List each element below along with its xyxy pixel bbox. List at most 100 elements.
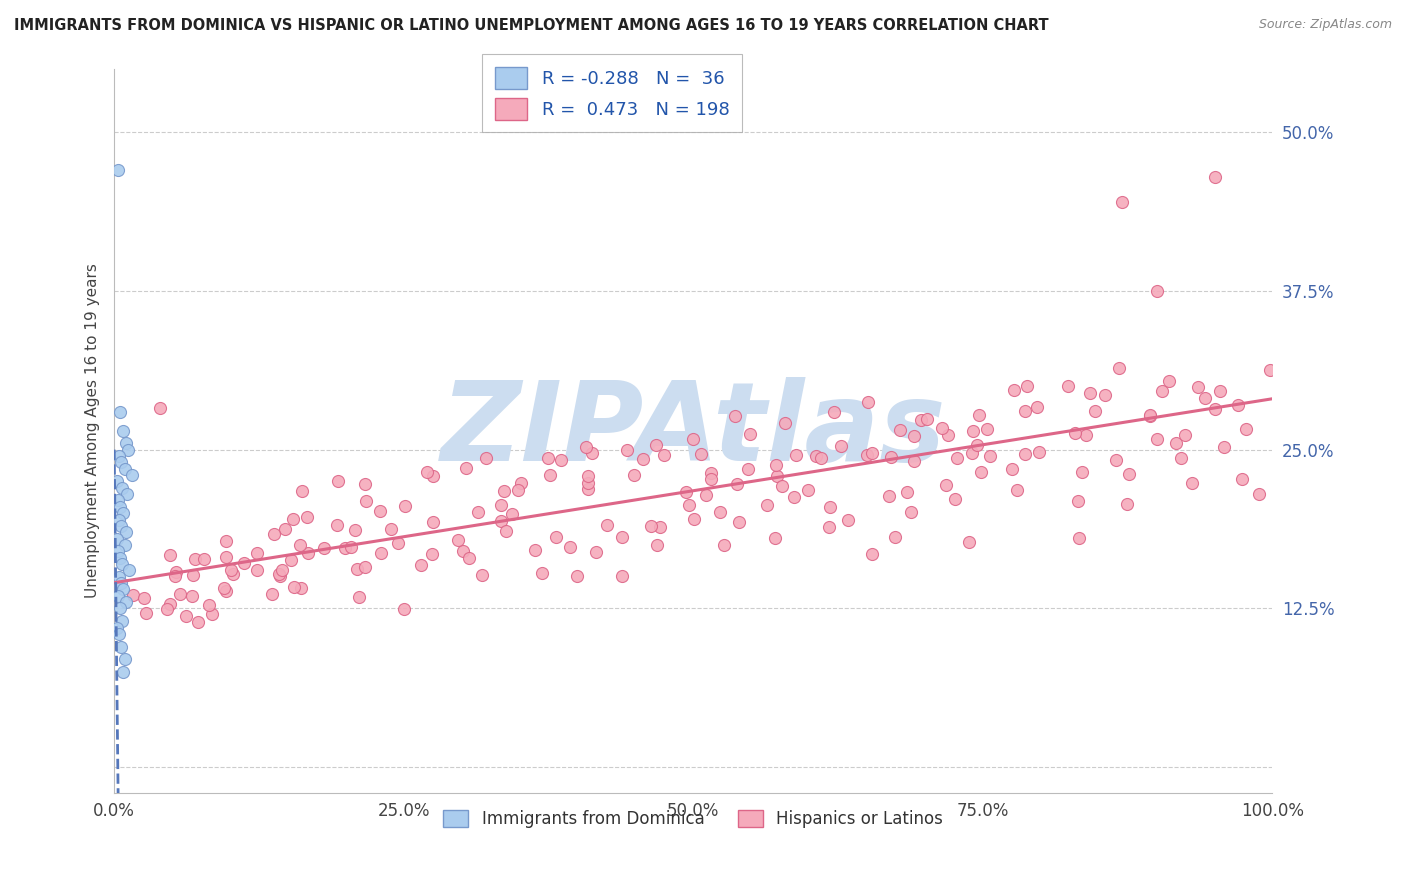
Point [1111, 194, 1133, 209]
Point [107, 589, 129, 603]
Point [823, 405, 845, 419]
Point [962, 446, 984, 460]
Point [560, 540, 582, 554]
Point [187, 615, 209, 629]
Point [1002, 383, 1025, 397]
Point [585, 544, 607, 558]
Point [576, 469, 599, 483]
Point [456, 460, 478, 475]
Point [111, 481, 134, 495]
Point [274, 522, 297, 536]
Point [837, 513, 859, 527]
Point [946, 450, 969, 465]
Point [509, 475, 531, 490]
Point [936, 428, 959, 442]
Point [785, 448, 807, 462]
Point [108, 404, 131, 418]
Point [612, 569, 634, 583]
Point [783, 490, 806, 504]
Point [111, 557, 134, 571]
Point [931, 421, 953, 435]
Point [550, 453, 572, 467]
Point [114, 538, 136, 552]
Point [1118, 467, 1140, 482]
Point [1057, 379, 1080, 393]
Point [114, 436, 136, 450]
Point [420, 547, 443, 561]
Point [107, 544, 129, 558]
Point [576, 476, 599, 491]
Point [165, 565, 187, 579]
Point [269, 569, 291, 583]
Point [159, 597, 181, 611]
Point [979, 449, 1001, 463]
Point [291, 483, 314, 498]
Point [1181, 475, 1204, 490]
Point [1150, 384, 1173, 398]
Point [616, 443, 638, 458]
Point [108, 500, 131, 514]
Point [297, 546, 319, 560]
Point [596, 517, 619, 532]
Point [935, 477, 957, 491]
Point [163, 569, 186, 583]
Point [640, 518, 662, 533]
Point [770, 479, 793, 493]
Point [326, 475, 349, 489]
Point [353, 559, 375, 574]
Point [409, 558, 432, 573]
Point [280, 553, 302, 567]
Point [581, 445, 603, 459]
Point [910, 412, 932, 426]
Point [1028, 444, 1050, 458]
Point [233, 556, 256, 570]
Point [1234, 422, 1257, 436]
Point [387, 536, 409, 550]
Point [107, 493, 129, 508]
Point [475, 451, 498, 466]
Point [1067, 493, 1090, 508]
Point [713, 538, 735, 552]
Point [969, 408, 991, 422]
Point [1247, 486, 1270, 500]
Point [1204, 169, 1226, 184]
Point [860, 547, 883, 561]
Point [114, 595, 136, 609]
Point [115, 487, 138, 501]
Point [889, 423, 911, 437]
Point [970, 465, 993, 479]
Point [797, 483, 820, 498]
Point [1226, 398, 1249, 412]
Text: ZIPAtlas: ZIPAtlas [440, 377, 946, 484]
Point [108, 601, 131, 615]
Point [884, 530, 907, 544]
Point [112, 665, 135, 679]
Point [494, 484, 516, 499]
Point [112, 582, 135, 597]
Point [149, 401, 172, 415]
Point [181, 568, 204, 582]
Point [648, 520, 671, 534]
Point [879, 450, 901, 465]
Point [458, 551, 481, 566]
Point [644, 437, 666, 451]
Point [856, 448, 879, 462]
Point [108, 570, 131, 584]
Point [567, 569, 589, 583]
Point [269, 566, 291, 581]
Point [1084, 404, 1107, 418]
Point [193, 552, 215, 566]
Point [114, 525, 136, 540]
Point [181, 589, 204, 603]
Point [110, 576, 132, 591]
Point [467, 504, 489, 518]
Point [818, 519, 841, 533]
Point [830, 439, 852, 453]
Point [354, 477, 377, 491]
Point [346, 562, 368, 576]
Point [347, 590, 370, 604]
Point [111, 614, 134, 628]
Point [1204, 402, 1226, 417]
Point [957, 535, 980, 549]
Point [546, 530, 568, 544]
